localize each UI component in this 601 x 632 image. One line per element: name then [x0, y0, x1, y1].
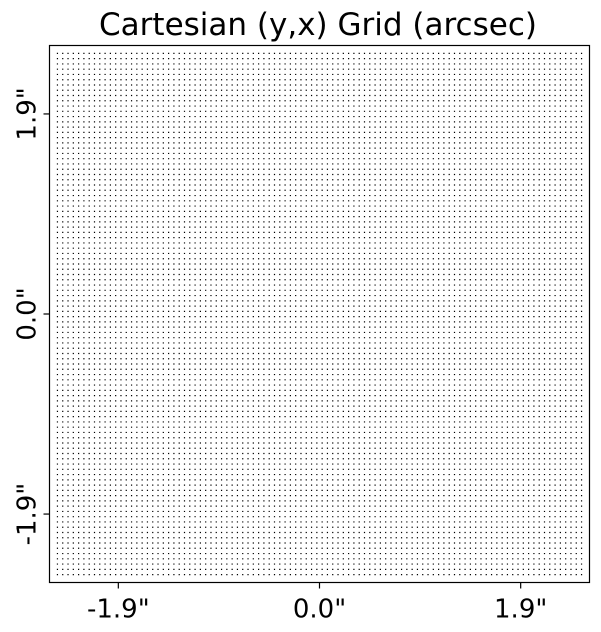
grid-points — [56, 52, 583, 576]
y-tick-label: 0.0" — [13, 287, 43, 340]
y-tick-label: 1.9" — [13, 87, 43, 140]
x-tick-label: 0.0" — [293, 595, 346, 625]
grid-point-markers — [56, 52, 583, 576]
y-axis-ticks: -1.9" 0.0" 1.9" — [13, 87, 50, 545]
y-tick-label: -1.9" — [13, 483, 43, 546]
x-axis-ticks: -1.9" 0.0" 1.9" — [87, 582, 547, 625]
x-tick-label: -1.9" — [87, 595, 150, 625]
x-tick-label: 1.9" — [494, 595, 547, 625]
chart-title: Cartesian (y,x) Grid (arcsec) — [99, 7, 537, 43]
plot-frame — [48, 44, 591, 584]
